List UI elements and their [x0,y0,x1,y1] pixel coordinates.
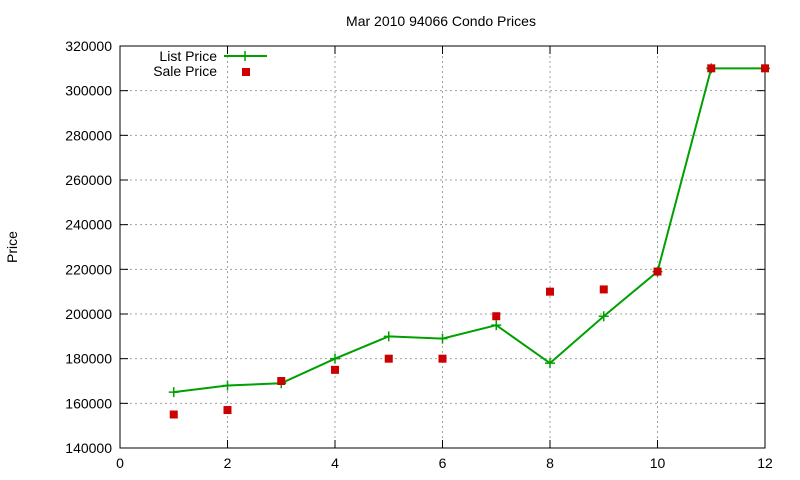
y-tick-label: 280000 [65,127,112,143]
data-point [384,354,393,363]
y-axis-label: Price [4,231,20,263]
data-point [277,377,286,385]
data-point [438,354,447,363]
x-tick-label: 6 [439,455,447,471]
chart-title: Mar 2010 94066 Condo Prices [346,13,536,29]
axis-ticks: 0 2 4 6 8 10 12 140000 160000 180000 200000 220000 2… [65,38,773,471]
data-point [223,406,232,415]
data-point [168,387,179,398]
y-tick-label: 240000 [65,217,112,233]
data-point [169,410,178,419]
x-tick-label: 12 [757,455,773,471]
data-point [492,312,501,321]
data-point [437,333,448,344]
data-point [222,380,233,391]
data-point [331,365,339,374]
data-point [491,320,502,331]
series-sale-price [169,64,769,419]
y-tick-label: 320000 [65,38,112,54]
data-point [545,358,555,369]
series-line [173,67,765,394]
y-tick-label: 220000 [65,261,112,277]
data-point [330,353,340,364]
data-point [599,285,608,294]
x-tick-label: 0 [116,455,124,471]
legend: List Price Sale Price [153,48,267,79]
x-tick-label: 10 [650,455,666,471]
legend-label-list-price: List Price [159,48,217,64]
y-tick-label: 300000 [65,83,112,99]
series-list-price [168,63,770,398]
data-point [761,64,769,73]
y-tick-label: 140000 [65,440,112,456]
data-point [383,331,394,342]
data-point [598,311,609,322]
legend-marker [240,51,250,61]
data-point [546,287,554,296]
y-tick-label: 260000 [65,172,112,188]
data-point [707,64,716,73]
data-point [653,267,662,276]
x-tick-label: 2 [224,455,232,471]
x-tick-label: 4 [331,455,339,471]
y-tick-label: 180000 [65,351,112,367]
legend-marker [242,68,250,76]
x-tick-label: 8 [546,455,554,471]
series [168,63,770,419]
legend-label-sale-price: Sale Price [153,63,217,79]
y-tick-label: 200000 [65,306,112,322]
y-tick-label: 160000 [65,395,112,411]
